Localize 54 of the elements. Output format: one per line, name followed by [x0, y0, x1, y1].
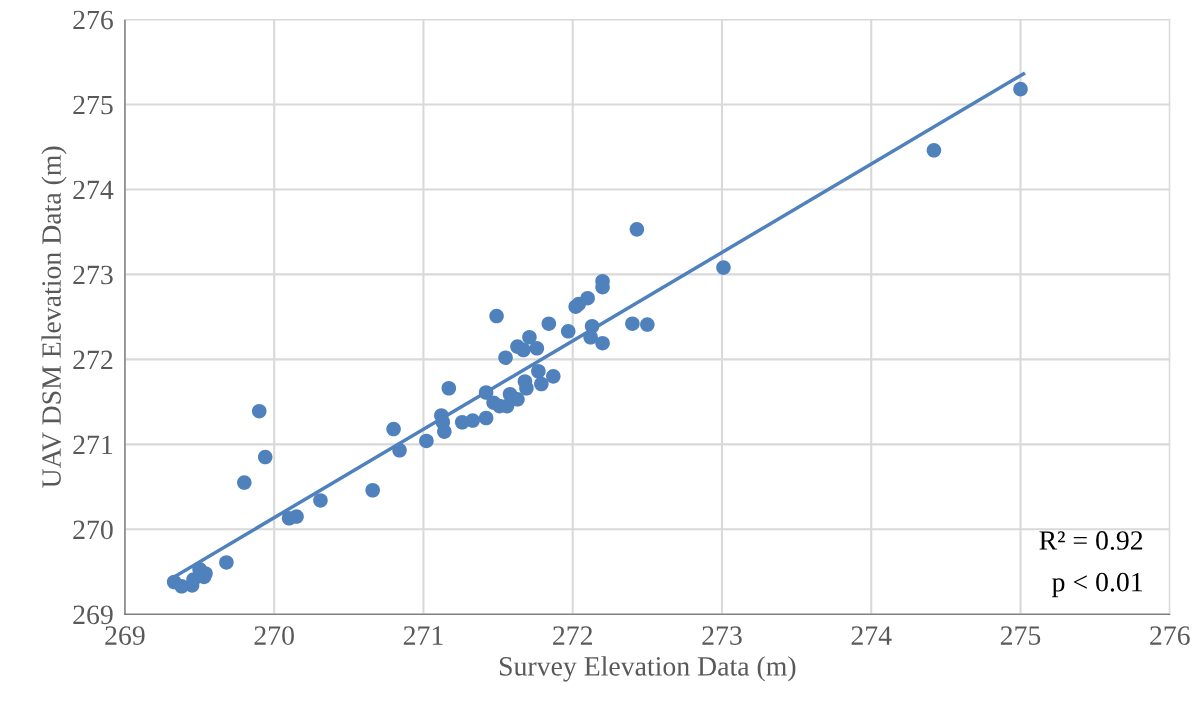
point	[529, 341, 545, 356]
y-tick-label: 276	[73, 10, 113, 30]
point	[498, 350, 513, 365]
point	[534, 376, 549, 392]
point	[629, 222, 645, 237]
y-tick-label: 271	[73, 435, 113, 454]
point	[441, 380, 457, 396]
y-tick-label: 270	[73, 520, 113, 540]
y-tick-label: 275	[73, 95, 113, 115]
point	[595, 335, 610, 351]
point	[546, 369, 561, 384]
x-tick-label: 273	[702, 626, 742, 645]
x-tick-label: 270	[254, 626, 294, 645]
y-axis-title: UAV DSM Elevation Data (m)	[41, 146, 67, 488]
point	[541, 316, 557, 331]
point	[392, 443, 407, 458]
point	[522, 329, 537, 345]
point	[465, 413, 480, 428]
point	[478, 385, 494, 400]
point	[237, 475, 252, 490]
point	[437, 424, 452, 439]
x-tick-label: 276	[1150, 626, 1190, 645]
point	[219, 555, 234, 570]
x-axis-title: Survey Elevation Data (m)	[499, 656, 796, 682]
x-tick-label: 275	[1000, 626, 1041, 645]
point	[640, 317, 655, 332]
y-tick-label: 274	[73, 180, 114, 200]
point	[531, 363, 546, 379]
point	[510, 392, 525, 407]
x-tick-label: 272	[553, 626, 593, 645]
annotation: R² = 0.92	[1039, 531, 1143, 550]
y-tick-label: 269	[73, 605, 113, 625]
point	[289, 509, 304, 524]
point	[516, 342, 531, 358]
x-tick-label: 269	[105, 626, 145, 645]
y-tick-label: 273	[73, 265, 113, 285]
annotation: p < 0.01	[1052, 572, 1142, 598]
point	[419, 433, 434, 449]
point	[560, 324, 576, 339]
point	[716, 260, 731, 275]
x-tick-label: 274	[851, 626, 892, 645]
point	[489, 308, 504, 324]
point	[580, 290, 595, 306]
point	[625, 316, 640, 331]
x-tick-label: 271	[403, 626, 443, 645]
point	[386, 421, 401, 437]
point	[926, 143, 942, 158]
point	[257, 449, 273, 465]
point	[1013, 81, 1028, 97]
point	[313, 493, 328, 508]
point	[251, 403, 267, 419]
point	[478, 410, 494, 426]
point	[365, 482, 380, 498]
y-tick-label: 272	[73, 350, 113, 369]
